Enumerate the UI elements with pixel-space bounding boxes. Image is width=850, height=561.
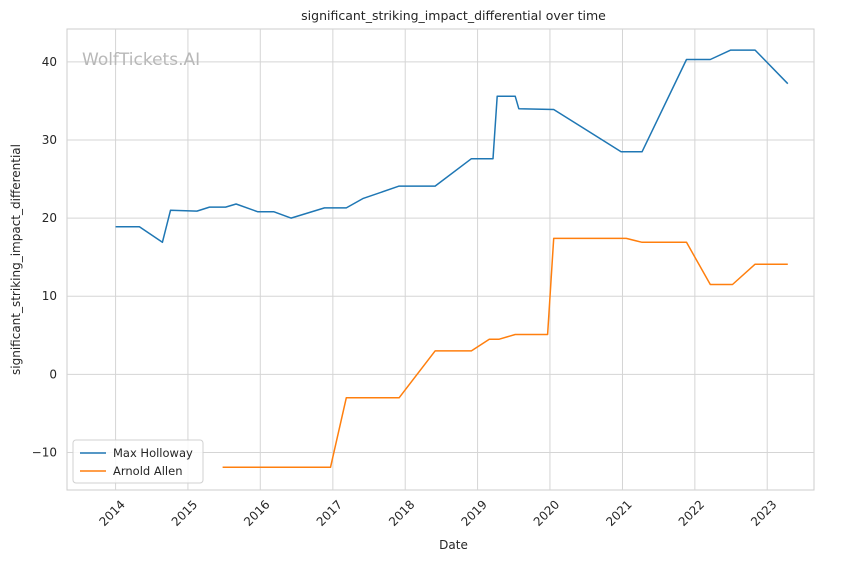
x-tick-label: 2014 bbox=[96, 497, 127, 528]
legend-box bbox=[72, 439, 204, 484]
legend: Max Holloway Arnold Allen bbox=[72, 439, 204, 484]
x-tick-label: 2021 bbox=[603, 497, 634, 528]
y-tick-label: 20 bbox=[42, 211, 57, 225]
x-tick-label: 2023 bbox=[748, 497, 779, 528]
x-tick-label: 2022 bbox=[676, 497, 707, 528]
x-tick-label: 2016 bbox=[241, 497, 272, 528]
x-tick-label: 2019 bbox=[458, 497, 489, 528]
watermark-text: WolfTickets.AI bbox=[82, 50, 200, 70]
legend-label-max-holloway: Max Holloway bbox=[113, 446, 193, 460]
y-tick-label: 0 bbox=[49, 367, 57, 381]
series-lines bbox=[115, 49, 789, 469]
x-tick-label: 2018 bbox=[386, 497, 417, 528]
x-tick-label: 2020 bbox=[531, 497, 562, 528]
x-axis-title: Date bbox=[439, 538, 468, 552]
series-line-max-holloway bbox=[115, 49, 789, 244]
x-tick-label: 2017 bbox=[314, 497, 345, 528]
y-tick-label: −10 bbox=[32, 445, 57, 459]
y-tick-label: 40 bbox=[42, 55, 57, 69]
y-tick-label: 30 bbox=[42, 133, 57, 147]
series-line-arnold-allen bbox=[222, 237, 788, 469]
legend-label-arnold-allen: Arnold Allen bbox=[113, 464, 183, 478]
chart-title: significant_striking_impact_differential… bbox=[301, 8, 606, 23]
y-tick-label: 10 bbox=[42, 289, 57, 303]
plot-area bbox=[66, 28, 815, 491]
x-tick-label: 2015 bbox=[169, 497, 200, 528]
y-axis-title: significant_striking_impact_differential bbox=[9, 144, 23, 375]
